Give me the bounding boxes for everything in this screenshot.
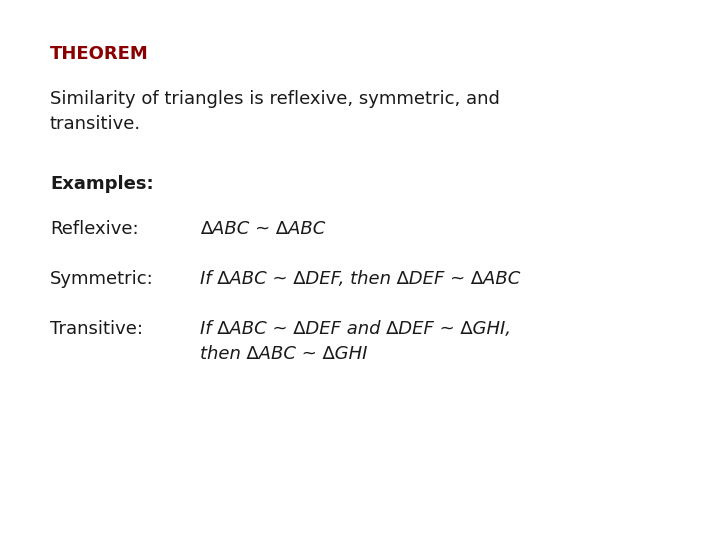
Text: ∆ABC ~ ∆ABC: ∆ABC ~ ∆ABC bbox=[200, 220, 325, 238]
Text: If ∆ABC ~ ∆DEF and ∆DEF ~ ∆GHI,
then ∆ABC ~ ∆GHI: If ∆ABC ~ ∆DEF and ∆DEF ~ ∆GHI, then ∆AB… bbox=[200, 320, 511, 363]
Text: If ∆ABC ~ ∆DEF, then ∆DEF ~ ∆ABC: If ∆ABC ~ ∆DEF, then ∆DEF ~ ∆ABC bbox=[200, 270, 521, 288]
Text: THEOREM: THEOREM bbox=[50, 45, 149, 63]
Text: Symmetric:: Symmetric: bbox=[50, 270, 154, 288]
Text: Examples:: Examples: bbox=[50, 175, 153, 193]
Text: Transitive:: Transitive: bbox=[50, 320, 143, 338]
Text: Similarity of triangles is reflexive, symmetric, and
transitive.: Similarity of triangles is reflexive, sy… bbox=[50, 90, 500, 133]
Text: Reflexive:: Reflexive: bbox=[50, 220, 139, 238]
